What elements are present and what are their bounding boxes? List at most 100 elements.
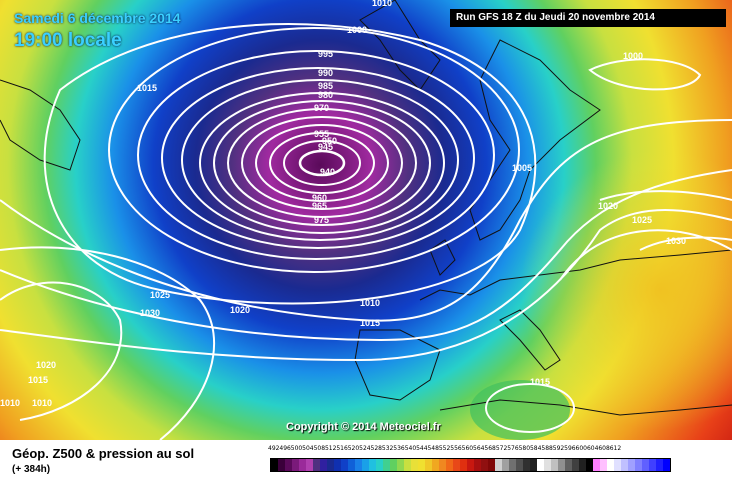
scale-tick-label: 548: [427, 445, 439, 452]
isobar-1015: [0, 209, 732, 362]
scale-tick-label: 492: [268, 445, 280, 452]
scale-swatch: [271, 459, 278, 471]
isobar-label: 1020: [36, 360, 56, 370]
scale-tick-label: 500: [290, 445, 303, 452]
isobar-1010: [0, 169, 732, 342]
north-africa-outline: [439, 399, 732, 416]
isobar-1015-med: [485, 383, 575, 433]
isobar-label: 980: [318, 90, 333, 100]
scale-tick-label: 516: [336, 445, 348, 452]
isobar-1005: [0, 119, 732, 322]
isobar-label: 1010: [32, 398, 52, 408]
isobar-945: [283, 140, 361, 186]
scale-swatch: [628, 459, 635, 471]
isobar-985: [161, 67, 475, 249]
isobar-label: 960: [312, 193, 327, 203]
legend-title: Géop. Z500 & pression au sol: [12, 446, 195, 461]
isobar-label: 1015: [137, 83, 157, 93]
scale-swatch: [355, 459, 362, 471]
copyright-text: Copyright © 2014 Meteociel.fr: [286, 421, 441, 433]
isobar-label: 1020: [598, 201, 618, 211]
isobars: [0, 23, 732, 440]
isobar-label: 985: [318, 81, 333, 91]
scale-swatch: [565, 459, 572, 471]
scale-tick-label: 556: [450, 445, 462, 452]
scale-swatch: [649, 459, 656, 471]
scale-tick-label: 596: [564, 445, 576, 452]
isobar-label: 1025: [150, 290, 170, 300]
scale-swatch: [558, 459, 565, 471]
isobar-1020-west: [0, 281, 123, 421]
scale-tick-label: 496: [279, 445, 291, 452]
isobar-label: 1015: [530, 377, 550, 387]
scale-tick-label: 520: [347, 445, 360, 452]
scale-tick-label: 568: [484, 445, 496, 452]
scale-swatch: [579, 459, 586, 471]
isobar-1025-west: [0, 246, 215, 440]
isobar-940: [298, 149, 346, 177]
isobar-990: [137, 50, 495, 260]
scale-tick-label: 604: [586, 445, 599, 452]
isobar-label: 955: [314, 129, 329, 139]
isobar-label: 1025: [632, 215, 652, 225]
europe-coast-outline: [419, 249, 732, 301]
isobar-1000-east: [588, 58, 702, 91]
scale-tick-label: 536: [393, 445, 405, 452]
scale-swatch: [376, 459, 383, 471]
scale-swatch: [474, 459, 481, 471]
scale-swatch: [390, 459, 397, 471]
scale-tick-label: 600: [575, 445, 587, 452]
scale-swatch: [495, 459, 502, 471]
scale-swatch: [635, 459, 642, 471]
scale-swatch: [278, 459, 285, 471]
scale-swatch: [299, 459, 306, 471]
scale-tick-label: 592: [552, 445, 565, 452]
isobar-label: 1030: [666, 236, 686, 246]
isobar-label: 1015: [360, 318, 380, 328]
isobar-label: 965: [312, 201, 327, 211]
isobar-label: 990: [318, 68, 333, 78]
scale-swatch: [600, 459, 607, 471]
forecast-time: 19:00 locale: [14, 30, 122, 51]
scale-tick-label: 608: [598, 445, 610, 452]
scale-swatch: [586, 459, 593, 471]
scale-swatch: [439, 459, 446, 471]
isobar-975: [199, 92, 445, 234]
scale-swatch: [460, 459, 467, 471]
color-scale-ticks: 492 496 500 504 508 512 516 520 524 528 532 536 540 5…: [268, 445, 621, 452]
scale-swatch: [362, 459, 369, 471]
scale-tick-label: 532: [381, 445, 394, 452]
scale-swatch: [341, 459, 348, 471]
isobar-1025-east: [559, 190, 732, 281]
scale-swatch: [572, 459, 579, 471]
isobar-960: [241, 116, 403, 210]
scale-tick-label: 544: [416, 445, 428, 452]
isobar-label: 1015: [28, 375, 48, 385]
scale-swatch: [467, 459, 474, 471]
scale-swatch: [621, 459, 628, 471]
scale-tick-label: 584: [529, 445, 542, 452]
isobar-label: 975: [314, 215, 329, 225]
iberia-outline: [354, 329, 441, 401]
scale-swatch: [614, 459, 621, 471]
scale-swatch: [369, 459, 376, 471]
scale-swatch: [523, 459, 530, 471]
scale-tick-label: 504: [302, 445, 314, 452]
scale-swatch: [404, 459, 411, 471]
scale-tick-label: 576: [507, 445, 519, 452]
canada-outline: [0, 79, 81, 171]
isobar-label: 1000: [623, 51, 643, 61]
scale-swatch: [530, 459, 537, 471]
isobar-label: 940: [320, 167, 335, 177]
scale-tick-label: 512: [324, 445, 337, 452]
british-isles-outline: [429, 239, 456, 276]
scale-swatch: [509, 459, 516, 471]
scale-swatch: [383, 459, 390, 471]
scale-swatch: [502, 459, 509, 471]
isobar-label: 1010: [0, 398, 20, 408]
scale-swatch: [593, 459, 600, 471]
scale-swatch: [446, 459, 453, 471]
scale-tick-label: 560: [461, 445, 474, 452]
forecast-date: Samedi 6 décembre 2014: [14, 10, 181, 26]
